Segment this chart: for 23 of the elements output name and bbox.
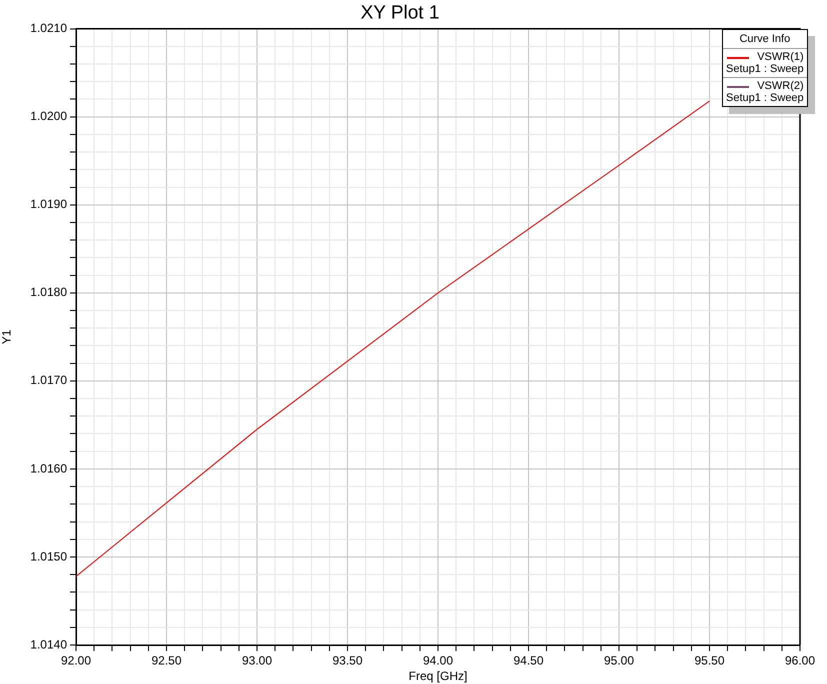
y-tick-label: 1.0170 xyxy=(30,373,68,388)
y-tick-label: 1.0200 xyxy=(30,109,68,124)
y-tick-label: 1.0140 xyxy=(30,637,68,652)
legend-label: VSWR(2) Setup1 : Sweep xyxy=(725,78,805,106)
chart-title: XY Plot 1 xyxy=(360,2,440,24)
y-tick-label: 1.0190 xyxy=(30,197,68,212)
legend-title: Curve Info xyxy=(723,30,807,49)
y-tick-label: 1.0150 xyxy=(30,549,68,564)
x-tick-label: 93.50 xyxy=(332,654,363,668)
x-tick-label: 92.00 xyxy=(60,654,92,668)
x-tick-label: 92.50 xyxy=(151,654,182,668)
x-tick-label: 93.00 xyxy=(242,654,272,668)
y-axis-title: Y1 xyxy=(0,329,14,344)
legend-label: VSWR(1) Setup1 : Sweep xyxy=(723,48,807,78)
y-tick-label: 1.0210 xyxy=(30,21,68,36)
x-tick-label: 96.00 xyxy=(784,654,816,668)
x-tick-label: 95.50 xyxy=(694,654,725,668)
x-tick-label: 94.50 xyxy=(513,654,544,668)
x-tick-label: 95.00 xyxy=(604,654,634,668)
y-tick-label: 1.0180 xyxy=(30,285,68,300)
x-axis-title: Freq [GHz] xyxy=(408,669,468,684)
x-tick-label: 94.00 xyxy=(422,654,454,668)
y-tick-label: 1.0160 xyxy=(30,461,68,476)
